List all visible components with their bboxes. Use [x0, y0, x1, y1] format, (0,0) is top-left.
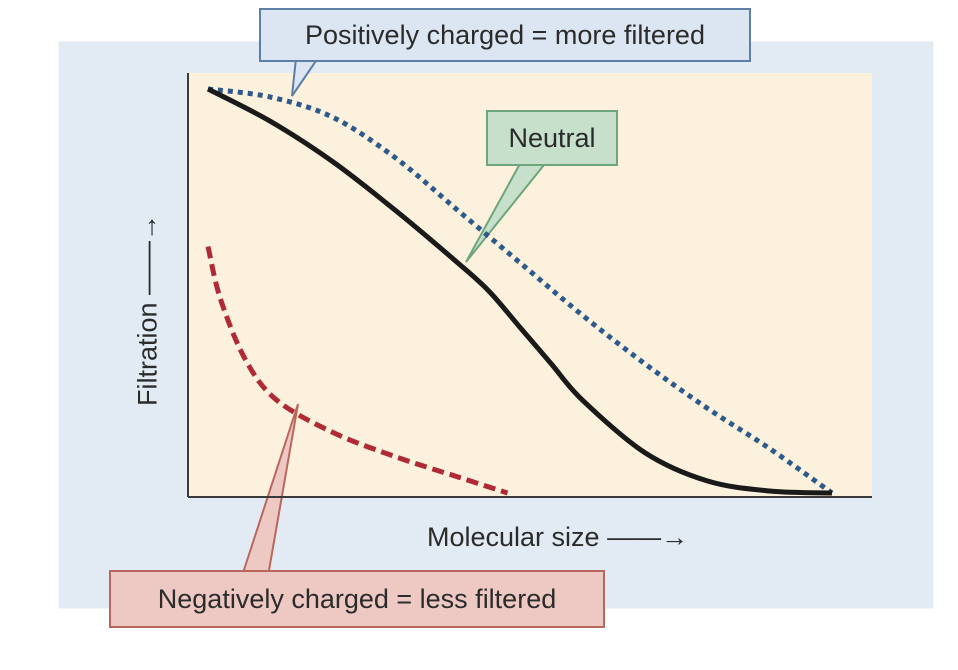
x-axis-arrow-icon: ——→ — [607, 522, 689, 552]
callout-positive-text: Positively charged = more filtered — [305, 19, 705, 50]
callout-neutral: Neutral — [486, 110, 618, 166]
x-axis-label: Molecular size ——→ — [427, 522, 688, 553]
series-line-neutral — [206, 86, 833, 496]
axes-layer — [187, 73, 872, 498]
series-line-positively-charged — [207, 86, 834, 496]
y-axis-label: Filtration ——→ — [133, 214, 164, 406]
series-layer — [205, 86, 834, 496]
series-line-negatively-charged — [205, 245, 509, 496]
y-axis-label-text: Filtration — [132, 302, 163, 407]
callout-negative-text: Negatively charged = less filtered — [157, 583, 557, 614]
x-axis-label-text: Molecular size — [427, 522, 600, 552]
callout-positive: Positively charged = more filtered — [259, 8, 751, 62]
callout-negative: Negatively charged = less filtered — [109, 570, 605, 628]
callout-neutral-text: Neutral — [508, 122, 596, 153]
y-axis-arrow-icon: ——→ — [132, 213, 163, 295]
